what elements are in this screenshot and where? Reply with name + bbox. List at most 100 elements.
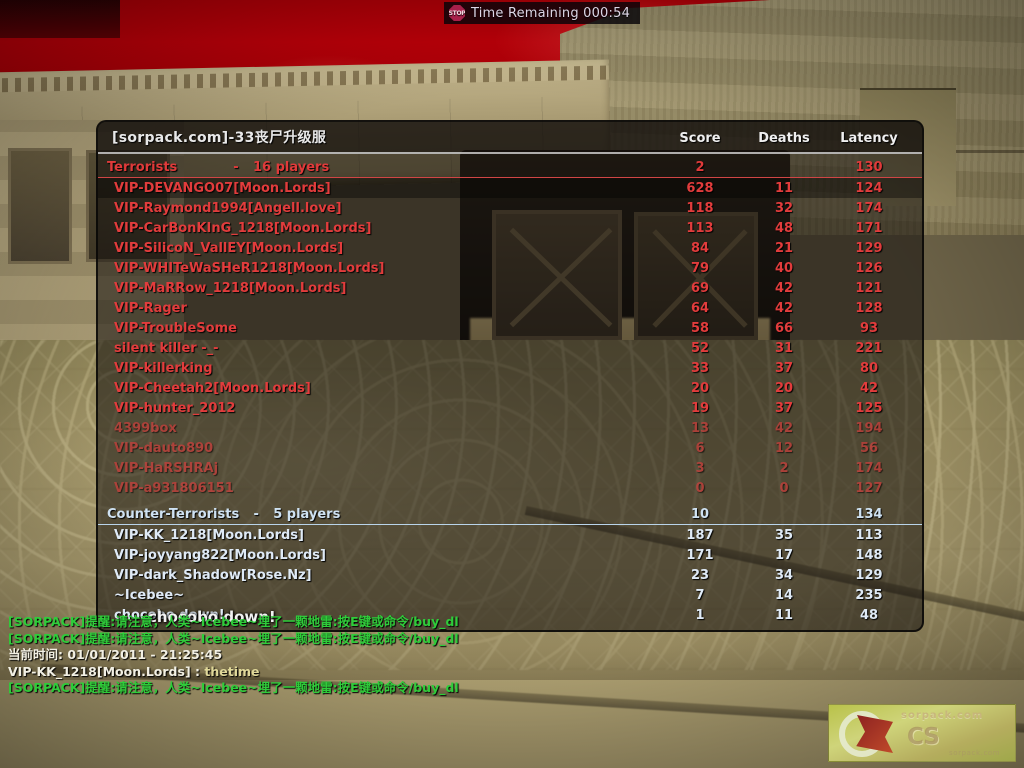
stop-sign-icon: STOP bbox=[449, 5, 465, 21]
team-score: 10 bbox=[690, 507, 710, 522]
player-latency: 93 bbox=[859, 320, 879, 336]
player-name: VIP-dauto890 bbox=[114, 440, 214, 456]
player-name: VIP-a931806151 bbox=[114, 480, 234, 496]
player-deaths: 14 bbox=[774, 587, 794, 603]
player-row: silent killer -_- 52 31 221 bbox=[98, 338, 922, 358]
sorpack-watermark-logo: sorpack.com CS sorpack.com bbox=[828, 704, 1016, 762]
player-deaths: 35 bbox=[774, 527, 794, 543]
player-score: 52 bbox=[690, 340, 710, 356]
player-row: VIP-TroubleSome 58 66 93 bbox=[98, 318, 922, 338]
round-timer-hud: STOP Time Remaining 000:54 bbox=[444, 2, 641, 24]
chat-time-label: 当前时间: bbox=[8, 647, 68, 662]
player-stats: 0 0 127 bbox=[658, 481, 922, 496]
player-score: 6 bbox=[695, 440, 705, 456]
chat-text: thetime bbox=[204, 663, 260, 679]
chat-speaker: VIP-KK_1218[Moon.Lords] : bbox=[8, 663, 205, 679]
scoreboard-titlebar: [sorpack.com]-33丧尸升级服 Score Deaths Laten… bbox=[98, 122, 922, 154]
player-stats: 13 42 194 bbox=[658, 421, 922, 436]
player-stats: 23 34 129 bbox=[658, 568, 922, 583]
player-name: VIP-Raymond1994[Angell.love] bbox=[114, 200, 342, 216]
column-header-deaths: Deaths bbox=[758, 130, 810, 146]
player-score: 69 bbox=[690, 280, 710, 296]
player-stats: 58 66 93 bbox=[658, 321, 922, 336]
player-deaths: 11 bbox=[774, 607, 794, 623]
team-header-row: Counter-Terrorists -5 players 10 134 bbox=[98, 505, 922, 525]
player-stats: 79 40 126 bbox=[658, 261, 922, 276]
stop-sign-label: STOP bbox=[448, 9, 466, 17]
player-stats: 628 11 124 bbox=[658, 181, 922, 196]
column-header-score: Score bbox=[679, 130, 721, 146]
player-latency: 174 bbox=[855, 460, 883, 476]
player-latency: 129 bbox=[855, 240, 883, 256]
team-player-count: 5 players bbox=[273, 507, 341, 522]
chat-body: 提醒:请注意，人类~Icebee~埋了一颗地雷:按E键或命令 bbox=[85, 630, 409, 646]
player-deaths: 11 bbox=[774, 180, 794, 196]
player-row: VIP-WHITeWaSHeR1218[Moon.Lords] 79 40 126 bbox=[98, 258, 922, 278]
chat-command: /buy_dl bbox=[408, 680, 459, 695]
player-deaths: 42 bbox=[774, 420, 794, 436]
player-row: chocobo down! 1 11 48 bbox=[98, 605, 922, 625]
chat-time-value: 01/01/2011 - 21:25:45 bbox=[67, 647, 223, 662]
player-stats: 52 31 221 bbox=[658, 341, 922, 356]
team-stats: 2 130 bbox=[658, 160, 922, 175]
player-stats: 187 35 113 bbox=[658, 528, 922, 543]
team-deaths bbox=[742, 507, 826, 522]
player-deaths: 42 bbox=[774, 300, 794, 316]
team-separator: - bbox=[233, 160, 239, 175]
player-deaths: 37 bbox=[774, 400, 794, 416]
watermark-url: sorpack.com bbox=[901, 710, 984, 721]
player-latency: 121 bbox=[855, 280, 883, 296]
player-score: 113 bbox=[686, 220, 714, 236]
watermark-cs-text: CS bbox=[907, 724, 940, 750]
player-name: VIP-Rager bbox=[114, 300, 187, 316]
player-score: 19 bbox=[690, 400, 710, 416]
player-deaths: 37 bbox=[774, 360, 794, 376]
player-latency: 128 bbox=[855, 300, 883, 316]
team-latency: 130 bbox=[855, 160, 883, 175]
player-stats: 1 11 48 bbox=[658, 608, 922, 623]
player-stats: 19 37 125 bbox=[658, 401, 922, 416]
player-name: VIP-SilicoN_VallEY[Moon.Lords] bbox=[114, 240, 344, 256]
player-deaths: 66 bbox=[774, 320, 794, 336]
left-doorway-1 bbox=[8, 148, 72, 264]
player-row: ~Icebee~ 7 14 235 bbox=[98, 585, 922, 605]
player-row: VIP-Cheetah2[Moon.Lords] 20 20 42 bbox=[98, 378, 922, 398]
player-name: chocobo down! bbox=[114, 607, 225, 623]
team-stats: 10 134 bbox=[658, 507, 922, 522]
player-row: VIP-HaRSHRAj 3 2 174 bbox=[98, 458, 922, 478]
player-stats: 171 17 148 bbox=[658, 548, 922, 563]
chat-message: [SORPACK]提醒:请注意，人类~Icebee~埋了一颗地雷:按E键或命令/… bbox=[8, 614, 528, 631]
server-name: [sorpack.com]-33丧尸升级服 bbox=[112, 130, 327, 146]
sky-dark-corner bbox=[0, 0, 120, 38]
player-name: VIP-hunter_2012 bbox=[114, 400, 236, 416]
player-row: 4399box 13 42 194 bbox=[98, 418, 922, 438]
player-name: silent killer -_- bbox=[114, 340, 219, 356]
player-score: 3 bbox=[695, 460, 705, 476]
chat-command: /buy_dl bbox=[408, 630, 459, 646]
scoreboard-column-headers: Score Deaths Latency bbox=[658, 122, 922, 154]
chat-message: [SORPACK]提醒:请注意，人类~Icebee~埋了一颗地雷:按E键或命令/… bbox=[8, 680, 528, 697]
player-score: 13 bbox=[690, 420, 710, 436]
player-latency: 194 bbox=[855, 420, 883, 436]
player-score: 20 bbox=[690, 380, 710, 396]
player-row: VIP-DEVANGO07[Moon.Lords] 628 11 124 bbox=[98, 178, 922, 198]
player-stats: 33 37 80 bbox=[658, 361, 922, 376]
player-score: 64 bbox=[690, 300, 710, 316]
player-score: 1 bbox=[695, 607, 705, 623]
player-latency: 56 bbox=[859, 440, 879, 456]
player-score: 118 bbox=[686, 200, 714, 216]
player-row: VIP-Raymond1994[Angell.love] 118 32 174 bbox=[98, 198, 922, 218]
player-latency: 80 bbox=[859, 360, 879, 376]
column-header-latency: Latency bbox=[840, 130, 898, 146]
player-name: VIP-DEVANGO07[Moon.Lords] bbox=[114, 180, 331, 196]
chat-server-prefix: [SORPACK] bbox=[8, 614, 86, 629]
player-row: VIP-Rager 64 42 128 bbox=[98, 298, 922, 318]
player-stats: 7 14 235 bbox=[658, 588, 922, 603]
player-latency: 127 bbox=[855, 480, 883, 496]
player-name: ~Icebee~ bbox=[114, 587, 185, 603]
chat-message: VIP-KK_1218[Moon.Lords] : thetime bbox=[8, 664, 528, 681]
team-deaths bbox=[742, 160, 826, 175]
player-deaths: 20 bbox=[774, 380, 794, 396]
player-stats: 69 42 121 bbox=[658, 281, 922, 296]
player-deaths: 0 bbox=[779, 480, 789, 496]
